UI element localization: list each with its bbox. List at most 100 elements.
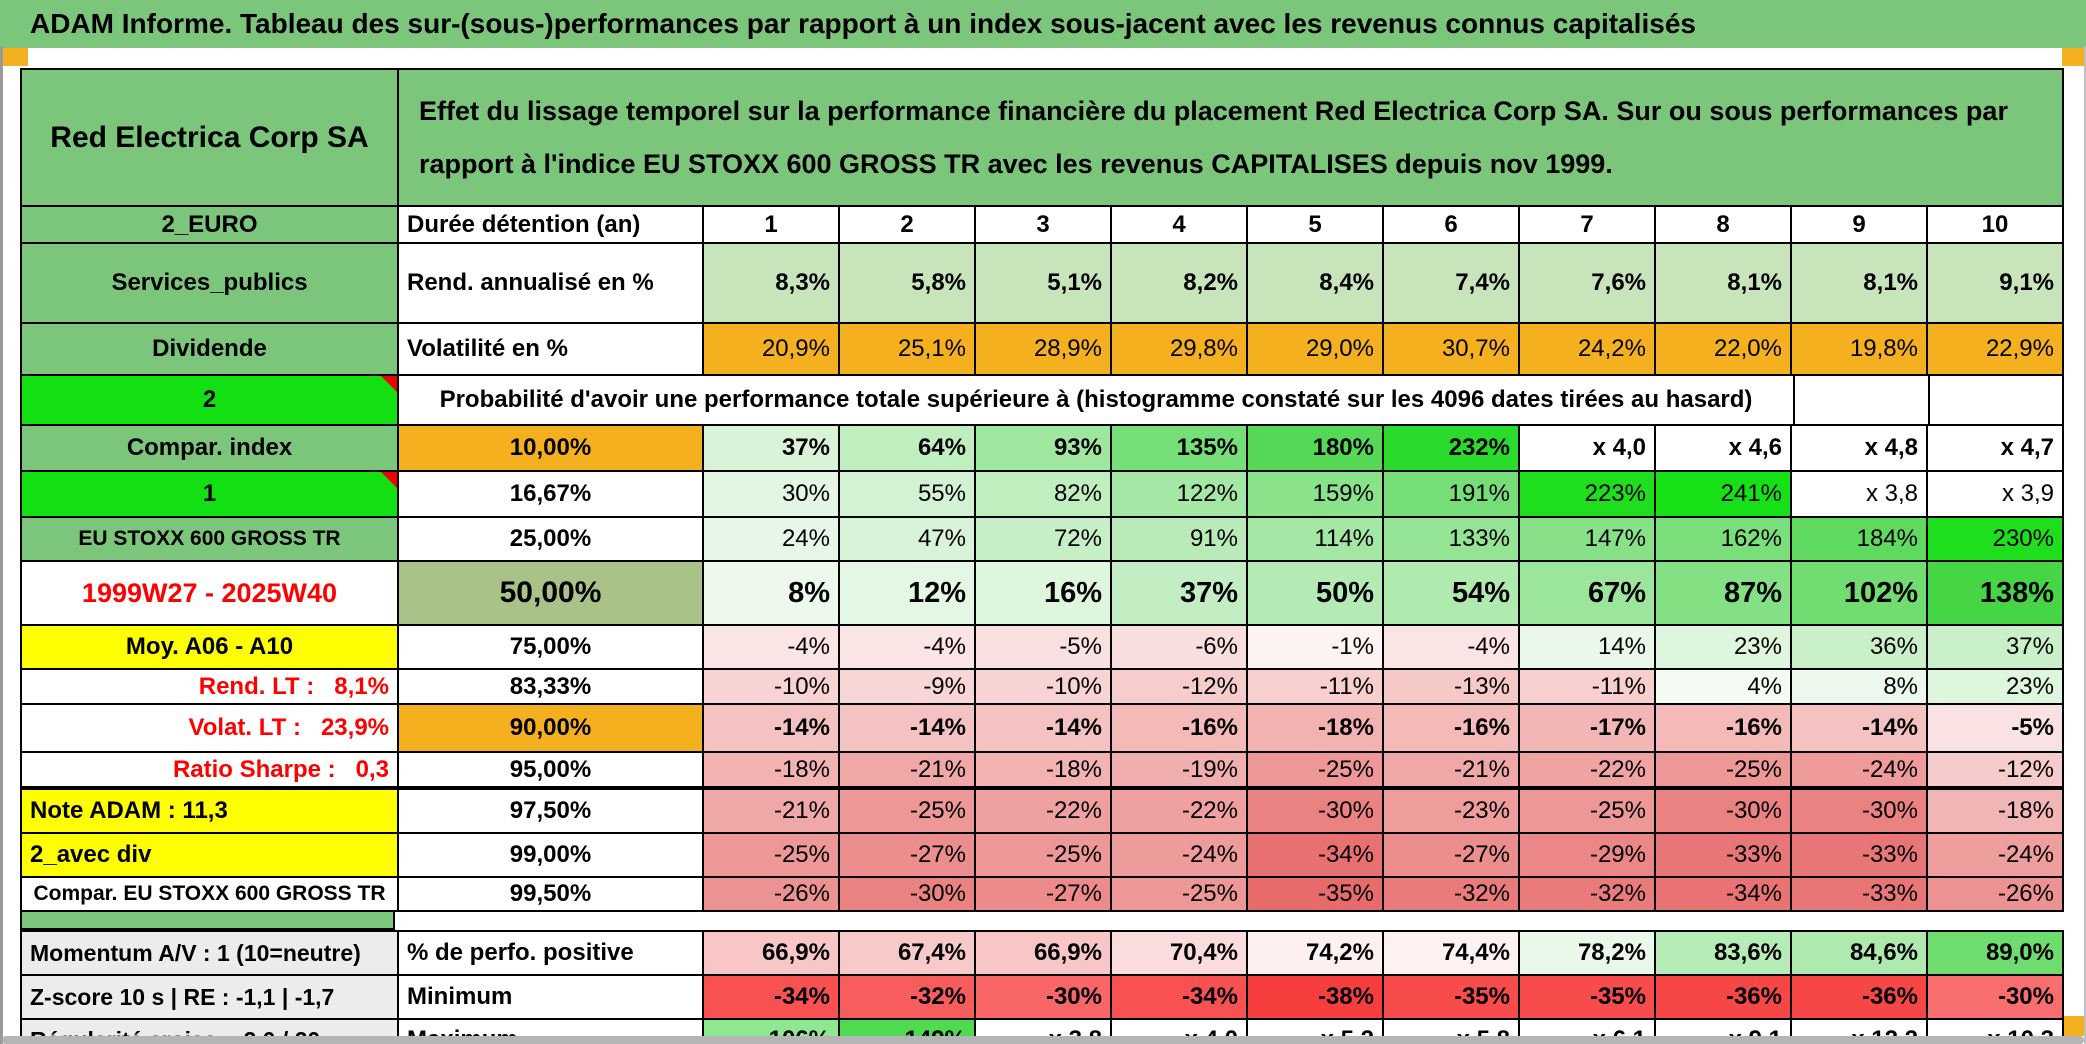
value-cell[interactable]: 66,9% [702, 932, 838, 974]
row-label-cell[interactable]: 1999W27 - 2025W40 [22, 562, 397, 624]
value-cell[interactable]: -14% [838, 705, 974, 751]
value-cell[interactable]: -32% [838, 976, 974, 1018]
value-cell[interactable]: -24% [1926, 834, 2062, 876]
value-cell[interactable]: -25% [1654, 753, 1790, 786]
row-label-cell[interactable]: Dividende [22, 324, 397, 374]
value-cell[interactable]: 5,1% [974, 244, 1110, 322]
value-cell[interactable]: -35% [1518, 976, 1654, 1018]
value-cell[interactable]: -32% [1518, 878, 1654, 910]
value-cell[interactable]: -21% [1382, 753, 1518, 786]
value-cell[interactable]: -11% [1246, 670, 1382, 703]
metric-label-cell[interactable]: 75,00% [397, 626, 702, 668]
value-cell[interactable]: -30% [838, 878, 974, 910]
value-cell[interactable]: -25% [838, 790, 974, 832]
value-cell[interactable]: -24% [1110, 834, 1246, 876]
value-cell[interactable]: 23% [1926, 670, 2062, 703]
value-cell[interactable]: 55% [838, 472, 974, 516]
value-cell[interactable]: 191% [1382, 472, 1518, 516]
value-cell[interactable]: -9% [838, 670, 974, 703]
value-cell[interactable]: 72% [974, 518, 1110, 560]
empty-cell[interactable] [1927, 376, 2062, 424]
metric-label-cell[interactable]: Volatilité en % [397, 324, 702, 374]
metric-label-cell[interactable]: 99,50% [397, 878, 702, 910]
value-cell[interactable]: 74,2% [1246, 932, 1382, 974]
value-cell[interactable]: -10% [702, 670, 838, 703]
value-cell[interactable]: -5% [1926, 705, 2062, 751]
value-cell[interactable]: 10 [1926, 207, 2062, 242]
value-cell[interactable]: 2 [838, 207, 974, 242]
value-cell[interactable]: 24,2% [1518, 324, 1654, 374]
value-cell[interactable]: 133% [1382, 518, 1518, 560]
value-cell[interactable]: 241% [1654, 472, 1790, 516]
value-cell[interactable]: 114% [1246, 518, 1382, 560]
value-cell[interactable]: 25,1% [838, 324, 974, 374]
value-cell[interactable]: -27% [1382, 834, 1518, 876]
value-cell[interactable]: x 3,8 [1790, 472, 1926, 516]
value-cell[interactable]: 91% [1110, 518, 1246, 560]
value-cell[interactable]: 83,6% [1654, 932, 1790, 974]
value-cell[interactable]: 50% [1246, 562, 1382, 624]
value-cell[interactable]: 16% [974, 562, 1110, 624]
value-cell[interactable]: -14% [702, 705, 838, 751]
value-cell[interactable]: 82% [974, 472, 1110, 516]
row-label-cell[interactable]: Volat. LT : 23,9% [22, 705, 397, 751]
value-cell[interactable]: 24% [702, 518, 838, 560]
value-cell[interactable]: 37% [1926, 626, 2062, 668]
value-cell[interactable]: 122% [1110, 472, 1246, 516]
value-cell[interactable]: 37% [702, 426, 838, 470]
metric-label-cell[interactable]: 97,50% [397, 790, 702, 832]
value-cell[interactable]: 74,4% [1382, 932, 1518, 974]
value-cell[interactable]: 232% [1382, 426, 1518, 470]
value-cell[interactable]: 64% [838, 426, 974, 470]
value-cell[interactable]: 9 [1790, 207, 1926, 242]
value-cell[interactable]: -25% [1110, 878, 1246, 910]
value-cell[interactable]: -4% [1382, 626, 1518, 668]
value-cell[interactable]: 159% [1246, 472, 1382, 516]
value-cell[interactable]: 8,4% [1246, 244, 1382, 322]
value-cell[interactable]: 3 [974, 207, 1110, 242]
row-label-cell[interactable]: 2_avec div [22, 834, 397, 876]
metric-label-cell[interactable]: 25,00% [397, 518, 702, 560]
metric-label-cell[interactable]: Minimum [397, 976, 702, 1018]
window-frame-bottom[interactable] [2, 1036, 2084, 1044]
metric-label-cell[interactable]: % de perfo. positive [397, 932, 702, 974]
metric-label-cell[interactable]: 95,00% [397, 753, 702, 786]
value-cell[interactable]: 28,9% [974, 324, 1110, 374]
value-cell[interactable]: 9,1% [1926, 244, 2062, 322]
value-cell[interactable]: -18% [1926, 790, 2062, 832]
value-cell[interactable]: 30,7% [1382, 324, 1518, 374]
value-cell[interactable]: -10% [974, 670, 1110, 703]
value-cell[interactable]: 5,8% [838, 244, 974, 322]
value-cell[interactable]: -27% [974, 878, 1110, 910]
value-cell[interactable]: -18% [702, 753, 838, 786]
value-cell[interactable]: -35% [1246, 878, 1382, 910]
value-cell[interactable]: 67,4% [838, 932, 974, 974]
value-cell[interactable]: -30% [1246, 790, 1382, 832]
value-cell[interactable]: -23% [1382, 790, 1518, 832]
value-cell[interactable]: -34% [1110, 976, 1246, 1018]
value-cell[interactable]: -21% [838, 753, 974, 786]
value-cell[interactable]: -25% [1246, 753, 1382, 786]
row-label-cell[interactable]: Note ADAM : 11,3 [22, 790, 397, 832]
value-cell[interactable]: -26% [702, 878, 838, 910]
value-cell[interactable]: -33% [1790, 834, 1926, 876]
separator-green-cell[interactable] [20, 912, 395, 930]
value-cell[interactable]: 8,3% [702, 244, 838, 322]
value-cell[interactable]: -34% [1654, 878, 1790, 910]
value-cell[interactable]: -13% [1382, 670, 1518, 703]
value-cell[interactable]: -26% [1926, 878, 2062, 910]
metric-label-cell[interactable]: Rend. annualisé en % [397, 244, 702, 322]
row-label-cell[interactable]: Momentum A/V : 1 (10=neutre) [22, 932, 397, 974]
value-cell[interactable]: 162% [1654, 518, 1790, 560]
value-cell[interactable]: -30% [1654, 790, 1790, 832]
value-cell[interactable]: 87% [1654, 562, 1790, 624]
value-cell[interactable]: 4 [1110, 207, 1246, 242]
value-cell[interactable]: -11% [1518, 670, 1654, 703]
value-cell[interactable]: 29,0% [1246, 324, 1382, 374]
metric-label-cell[interactable]: 16,67% [397, 472, 702, 516]
description-cell[interactable]: Effet du lissage temporel sur la perform… [397, 70, 2062, 205]
metric-label-cell[interactable]: 50,00% [397, 562, 702, 624]
value-cell[interactable]: -14% [974, 705, 1110, 751]
value-cell[interactable]: 37% [1110, 562, 1246, 624]
value-cell[interactable]: -25% [974, 834, 1110, 876]
